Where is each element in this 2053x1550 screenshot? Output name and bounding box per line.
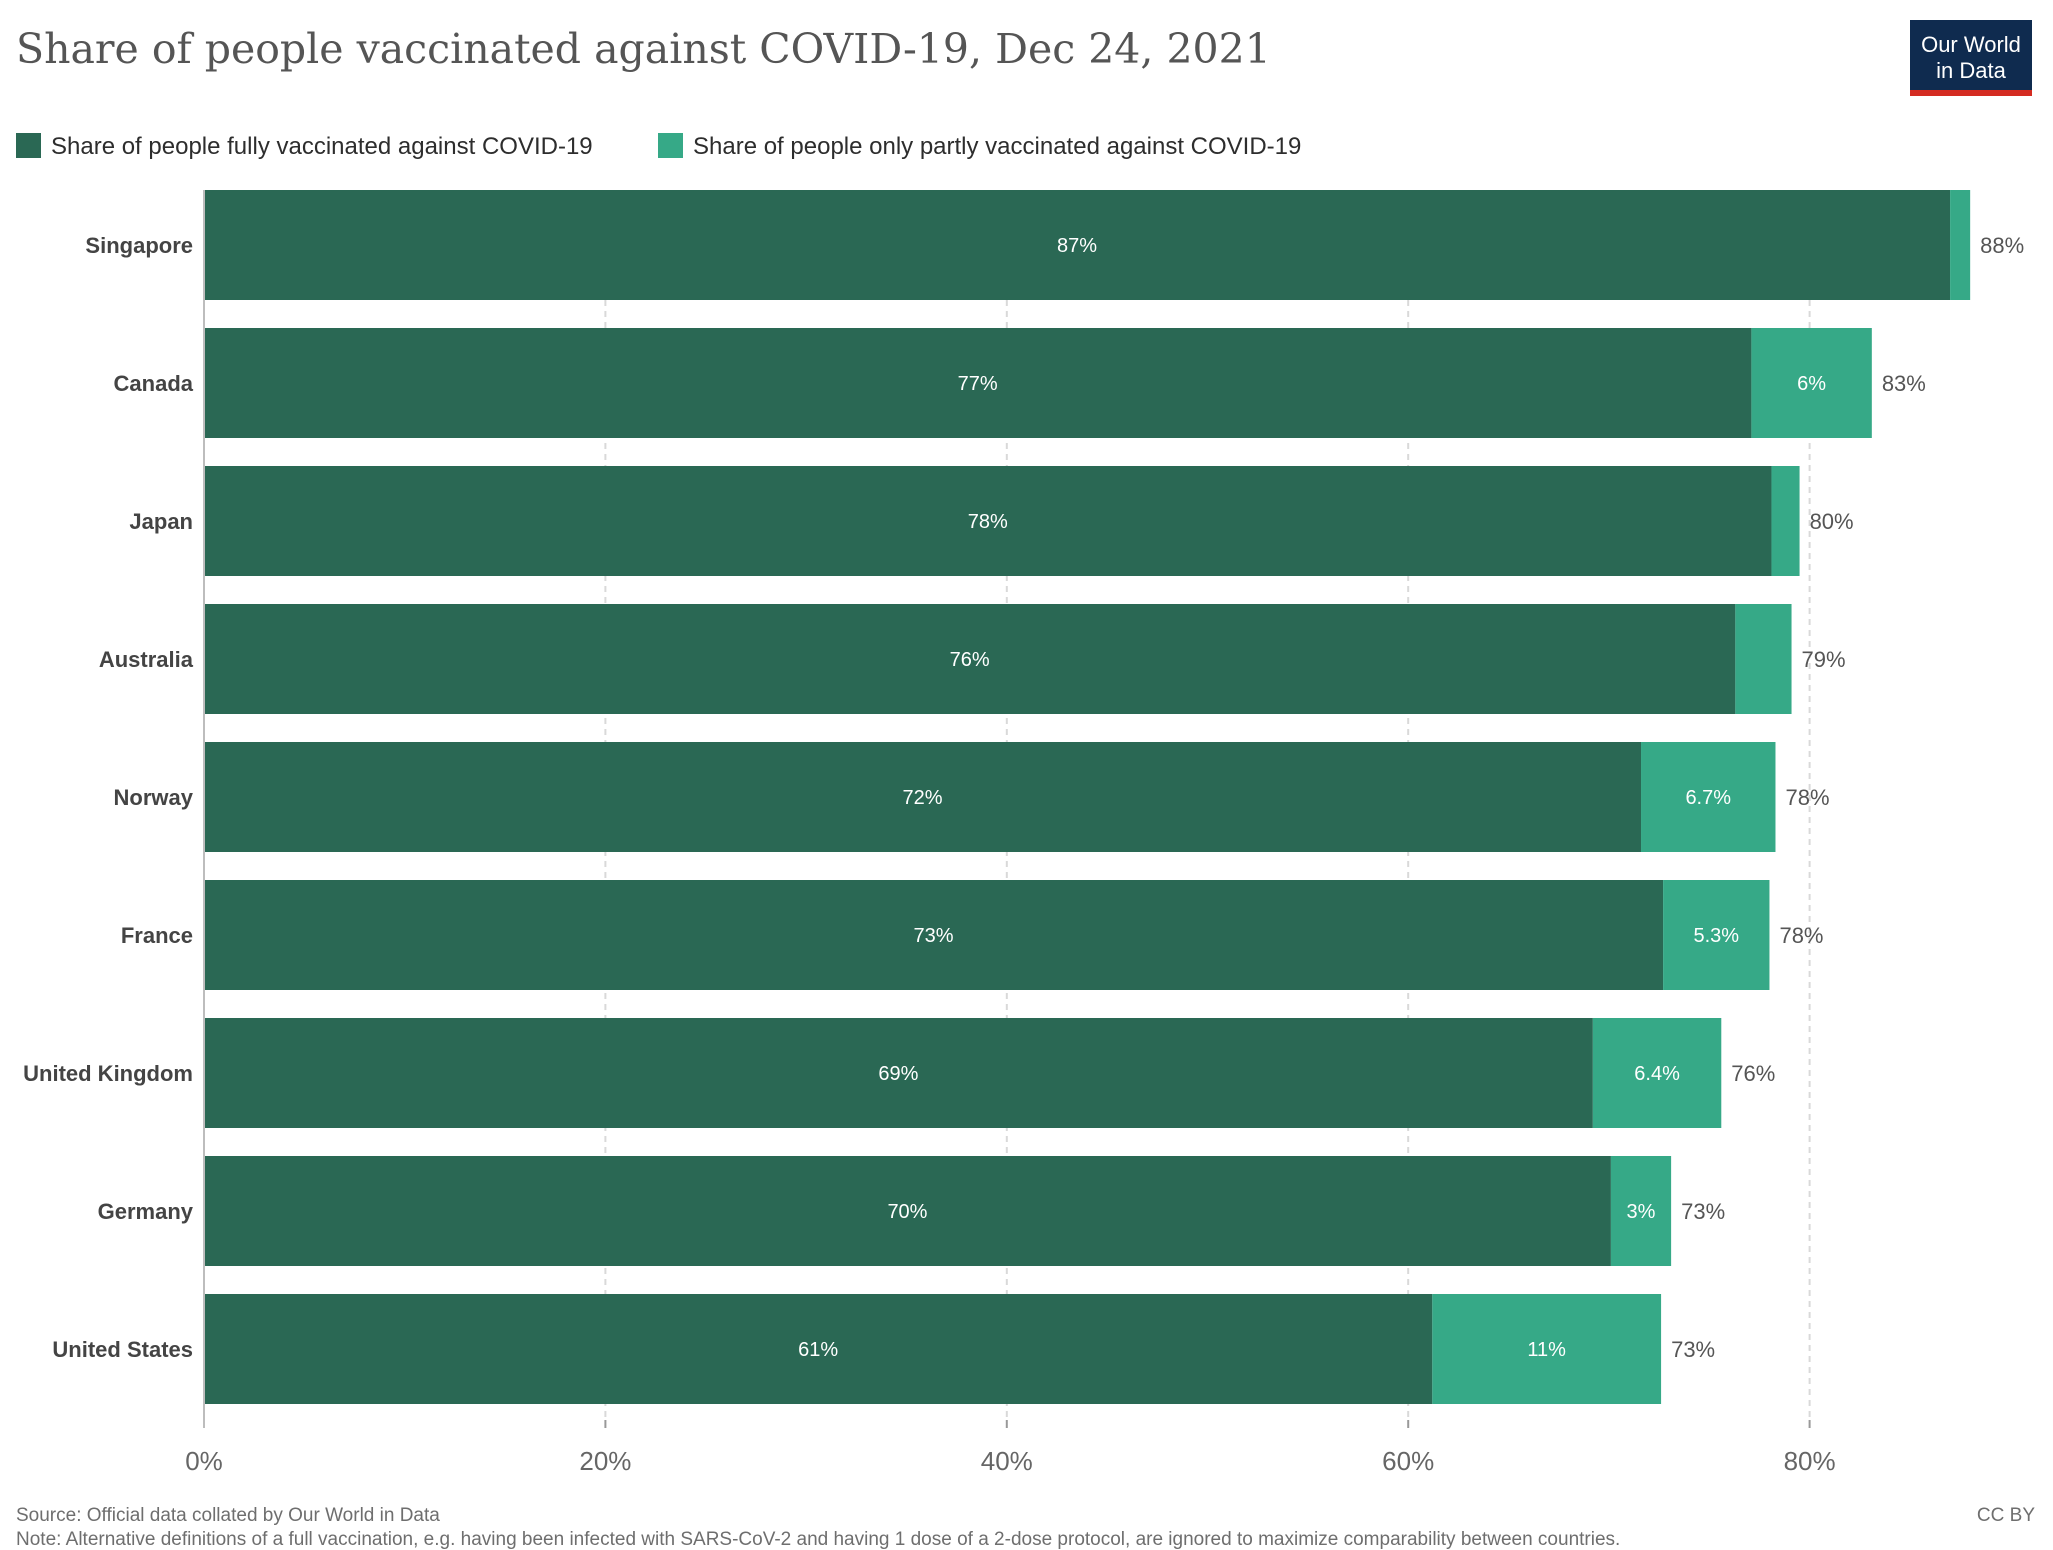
data-label-fully: 72% <box>902 787 942 809</box>
data-label-fully: 78% <box>968 511 1008 533</box>
data-label-partly: 6% <box>1797 373 1826 395</box>
bar-row: Japan 78% 80% <box>129 466 1854 576</box>
data-label-total: 88% <box>1980 233 2024 258</box>
logo-background <box>1910 20 2032 96</box>
bar-fully <box>204 1156 1611 1266</box>
bar-partly <box>1432 1294 1662 1404</box>
category-label: Germany <box>98 1199 194 1224</box>
bar-partly <box>1950 190 1971 300</box>
category-label: Singapore <box>85 233 193 258</box>
bar-row: United Kingdom 69% 6.4% 76% <box>23 1018 1775 1128</box>
data-label-total: 76% <box>1731 1061 1775 1086</box>
bar-row: Canada 77% 6% 83% <box>114 328 1926 438</box>
bar-fully <box>204 604 1736 714</box>
data-label-partly: 6.4% <box>1634 1063 1680 1085</box>
bar-fully <box>204 742 1642 852</box>
category-label: France <box>121 923 193 948</box>
legend: Share of people fully vaccinated against… <box>16 133 1301 160</box>
x-tick-label: 20% <box>579 1446 631 1476</box>
bar-partly <box>1610 1156 1672 1266</box>
bar-row: United States 61% 11% 73% <box>52 1294 1715 1404</box>
legend-label-fully[interactable]: Share of people fully vaccinated against… <box>51 133 593 160</box>
bar-partly <box>1735 604 1792 714</box>
category-label: United Kingdom <box>23 1061 193 1086</box>
data-label-total: 73% <box>1681 1199 1725 1224</box>
bar-partly <box>1751 328 1872 438</box>
data-label-partly: 5.3% <box>1693 925 1739 947</box>
x-axis: 0% 20% 40% 60% 80% <box>185 190 1836 1476</box>
category-label: United States <box>52 1337 193 1362</box>
data-label-total: 83% <box>1882 371 1926 396</box>
legend-swatch-partly <box>658 133 683 158</box>
bar-fully <box>204 328 1752 438</box>
bars: Singapore 87% 88% Canada 77% 6% 83% Japan 78% 80%… <box>23 190 2024 1404</box>
data-label-total: 78% <box>1779 923 1823 948</box>
x-tick-label: 80% <box>1784 1446 1836 1476</box>
data-label-fully: 77% <box>958 373 998 395</box>
category-label: Canada <box>114 371 194 396</box>
data-label-total: 73% <box>1671 1337 1715 1362</box>
data-label-total: 80% <box>1810 509 1854 534</box>
logo-accent-bar <box>1910 90 2032 96</box>
chart-title: Share of people vaccinated against COVID… <box>16 25 1271 73</box>
license-text[interactable]: CC BY <box>1977 1505 2035 1526</box>
data-label-fully: 70% <box>887 1201 927 1223</box>
owid-logo[interactable]: Our World in Data <box>1910 20 2032 96</box>
note-text: Note: Alternative definitions of a full … <box>16 1529 1620 1550</box>
data-label-fully: 87% <box>1057 235 1097 257</box>
data-label-partly: 6.7% <box>1685 787 1731 809</box>
data-label-total: 79% <box>1802 647 1846 672</box>
legend-label-partly[interactable]: Share of people only partly vaccinated a… <box>693 133 1301 160</box>
data-label-fully: 73% <box>914 925 954 947</box>
legend-swatch-fully <box>16 133 41 158</box>
category-label: Japan <box>129 509 193 534</box>
bar-fully <box>204 1294 1433 1404</box>
data-label-partly: 3% <box>1627 1201 1656 1223</box>
data-label-fully: 69% <box>878 1063 918 1085</box>
bar-row: Germany 70% 3% 73% <box>98 1156 1725 1266</box>
category-label: Norway <box>114 785 194 810</box>
bar-fully <box>204 190 1951 300</box>
data-label-total: 78% <box>1785 785 1829 810</box>
category-label: Australia <box>99 647 194 672</box>
bar-fully <box>204 880 1664 990</box>
data-label-fully: 76% <box>950 649 990 671</box>
bar-row: Norway 72% 6.7% 78% <box>114 742 1830 852</box>
bar-fully <box>204 1018 1593 1128</box>
bar-partly <box>1771 466 1800 576</box>
bar-row: Singapore 87% 88% <box>85 190 2024 300</box>
data-label-partly: 11% <box>1527 1339 1566 1361</box>
bar-partly <box>1641 742 1776 852</box>
bar-partly <box>1592 1018 1722 1128</box>
bar-fully <box>204 466 1772 576</box>
bar-row: Australia 76% 79% <box>99 604 1846 714</box>
x-tick-label: 40% <box>981 1446 1033 1476</box>
bar-row: France 73% 5.3% 78% <box>121 880 1824 990</box>
logo-line-1: Our World <box>1921 32 2021 57</box>
x-tick-label: 60% <box>1382 1446 1434 1476</box>
x-tick-label: 0% <box>185 1446 223 1476</box>
source-text: Source: Official data collated by Our Wo… <box>16 1505 440 1526</box>
bar-partly <box>1663 880 1770 990</box>
logo-line-2: in Data <box>1936 58 2006 83</box>
data-label-fully: 61% <box>798 1339 838 1361</box>
